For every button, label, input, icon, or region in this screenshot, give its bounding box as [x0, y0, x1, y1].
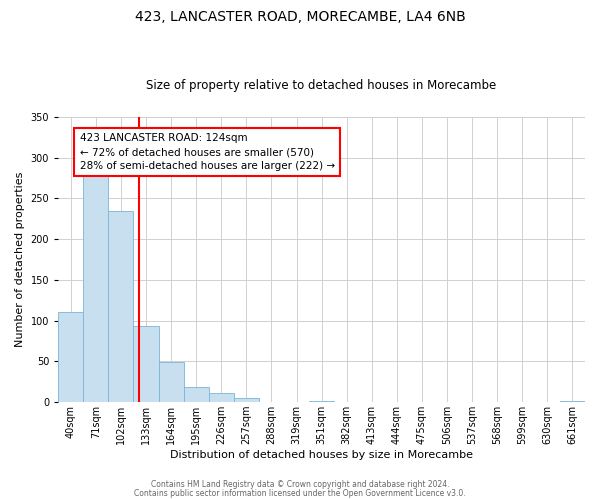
Bar — [58, 312, 83, 402]
Text: Contains public sector information licensed under the Open Government Licence v3: Contains public sector information licen… — [134, 488, 466, 498]
Bar — [133, 326, 158, 402]
X-axis label: Distribution of detached houses by size in Morecambe: Distribution of detached houses by size … — [170, 450, 473, 460]
Bar — [209, 393, 234, 402]
Text: Contains HM Land Registry data © Crown copyright and database right 2024.: Contains HM Land Registry data © Crown c… — [151, 480, 449, 489]
Bar — [309, 400, 334, 402]
Text: 423, LANCASTER ROAD, MORECAMBE, LA4 6NB: 423, LANCASTER ROAD, MORECAMBE, LA4 6NB — [134, 10, 466, 24]
Text: 423 LANCASTER ROAD: 124sqm
← 72% of detached houses are smaller (570)
28% of sem: 423 LANCASTER ROAD: 124sqm ← 72% of deta… — [80, 133, 335, 171]
Title: Size of property relative to detached houses in Morecambe: Size of property relative to detached ho… — [146, 79, 497, 92]
Bar — [109, 210, 133, 402]
Bar — [560, 400, 585, 402]
Bar — [83, 174, 109, 402]
Bar — [184, 388, 209, 402]
Y-axis label: Number of detached properties: Number of detached properties — [15, 172, 25, 347]
Bar — [234, 398, 259, 402]
Bar — [158, 362, 184, 402]
